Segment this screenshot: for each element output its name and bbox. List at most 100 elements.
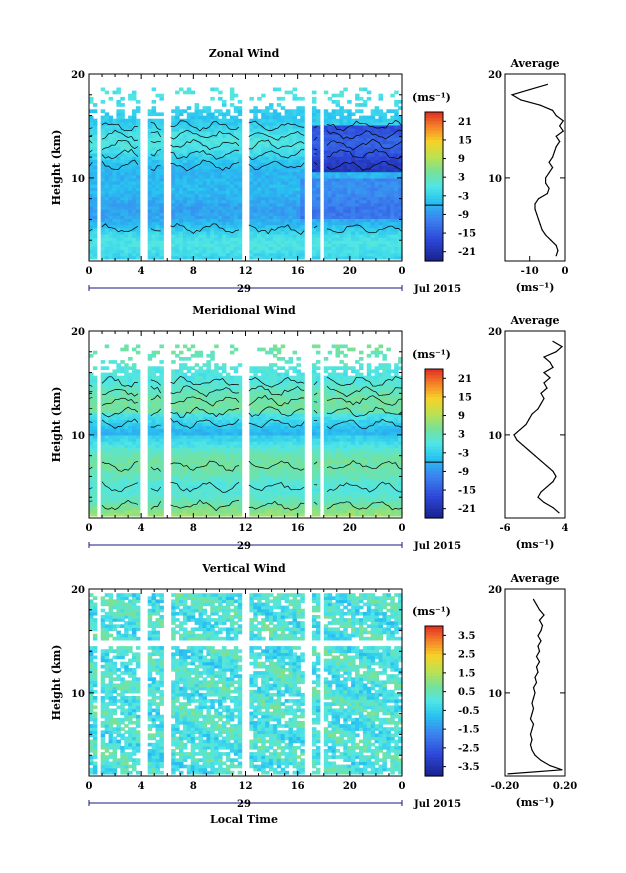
heatmap-cell	[155, 174, 160, 179]
heatmap-cell	[229, 171, 235, 176]
heatmap-cell	[347, 153, 352, 157]
heatmap-cell	[182, 121, 188, 126]
heatmap-cell	[104, 453, 110, 458]
heatmap-cell	[92, 444, 98, 448]
heatmap-cell	[398, 193, 403, 198]
heatmap-cell	[351, 187, 356, 191]
profile-point	[555, 115, 557, 117]
heatmap-cell	[272, 193, 278, 198]
heatmap-cell	[257, 224, 262, 229]
heatmap-cell	[128, 425, 133, 430]
heatmap-cell	[253, 159, 258, 163]
heatmap-cell	[394, 124, 399, 129]
heatmap-cell	[296, 112, 301, 117]
heatmap-cell	[147, 413, 153, 417]
heatmap-cell	[288, 143, 293, 148]
heatmap-cell	[374, 143, 380, 148]
heatmap-cell	[288, 246, 293, 251]
heatmap-cell	[135, 177, 141, 182]
heatmap-cell	[100, 434, 106, 439]
heatmap-cell	[112, 246, 117, 251]
colorbar-tick-label: 3	[458, 173, 465, 184]
heatmap-cell	[355, 237, 360, 241]
heatmap-cell	[182, 224, 188, 229]
heatmap-cell	[155, 159, 160, 163]
heatmap-cell	[202, 388, 207, 392]
heatmap-cell	[272, 146, 278, 151]
heatmap-cell	[135, 491, 141, 495]
heatmap-cell	[171, 243, 176, 247]
heatmap-cell	[265, 177, 270, 182]
heatmap-cell	[135, 434, 141, 439]
heatmap-cell	[132, 255, 137, 260]
heatmap-cell	[296, 149, 301, 154]
heatmap-cell	[292, 202, 297, 207]
heatmap-cell	[159, 450, 164, 455]
heatmap-cell	[386, 212, 391, 216]
heatmap-cell	[116, 484, 121, 489]
heatmap-cell	[280, 165, 286, 170]
heatmap-cell	[355, 128, 360, 132]
heatmap-cell	[206, 388, 211, 392]
heatmap-cell	[331, 93, 337, 98]
heatmap-cell	[261, 137, 266, 142]
heatmap-cell	[214, 128, 219, 132]
heatmap-cell	[253, 221, 258, 226]
heatmap-cell	[237, 249, 243, 254]
heatmap-cell	[292, 246, 297, 251]
heatmap-cell	[182, 388, 188, 392]
heatmap-cell	[92, 230, 98, 235]
heatmap-cell	[92, 375, 98, 380]
heatmap-cell	[104, 171, 110, 176]
heatmap-cell	[398, 128, 403, 132]
heatmap-cell	[359, 174, 364, 179]
heatmap-cell	[202, 199, 207, 204]
heatmap-cell	[390, 221, 395, 226]
heatmap-cell	[214, 478, 219, 483]
heatmap-cell	[124, 209, 129, 213]
heatmap-cell	[159, 168, 164, 173]
heatmap-cell	[198, 199, 203, 204]
heatmap-cell	[135, 378, 141, 383]
heatmap-cell	[198, 503, 203, 508]
heatmap-cell	[202, 184, 207, 188]
heatmap-cell	[359, 193, 364, 198]
heatmap-cell	[210, 394, 215, 399]
heatmap-cell	[355, 218, 360, 223]
heatmap-cell	[272, 153, 278, 157]
profile-point	[557, 250, 559, 252]
heatmap-cell	[339, 146, 344, 151]
heatmap-cell	[171, 230, 176, 235]
heatmap-cell	[394, 209, 399, 213]
heatmap-cell	[312, 137, 317, 142]
heatmap-cell	[386, 221, 391, 226]
heatmap-cell	[218, 202, 223, 207]
heatmap-cell	[300, 227, 305, 232]
heatmap-cell	[347, 234, 352, 238]
heatmap-cell	[253, 215, 258, 219]
heatmap-cell	[292, 221, 297, 226]
heatmap-cell	[190, 202, 196, 207]
heatmap-cell	[288, 209, 293, 213]
heatmap-cell	[124, 403, 129, 408]
heatmap-cell	[89, 431, 94, 436]
heatmap-cell	[186, 168, 192, 173]
heatmap-cell	[186, 184, 192, 188]
heatmap-cell	[124, 456, 129, 461]
heatmap-cell	[276, 131, 282, 135]
heatmap-cell	[159, 205, 164, 210]
heatmap-cell	[155, 121, 160, 126]
heatmap-cell	[89, 497, 94, 501]
heatmap-cell	[339, 165, 344, 170]
heatmap-cell	[253, 146, 258, 151]
heatmap-cell	[116, 140, 121, 145]
heatmap-cell	[280, 124, 286, 129]
heatmap-cell	[218, 118, 223, 123]
heatmap-cell	[147, 353, 153, 358]
heatmap-cell	[124, 165, 129, 170]
heatmap-cell	[210, 149, 215, 154]
heatmap-cell	[151, 171, 157, 176]
heatmap-cell	[124, 484, 129, 489]
heatmap-cell	[198, 184, 203, 188]
heatmap-cell	[296, 202, 301, 207]
